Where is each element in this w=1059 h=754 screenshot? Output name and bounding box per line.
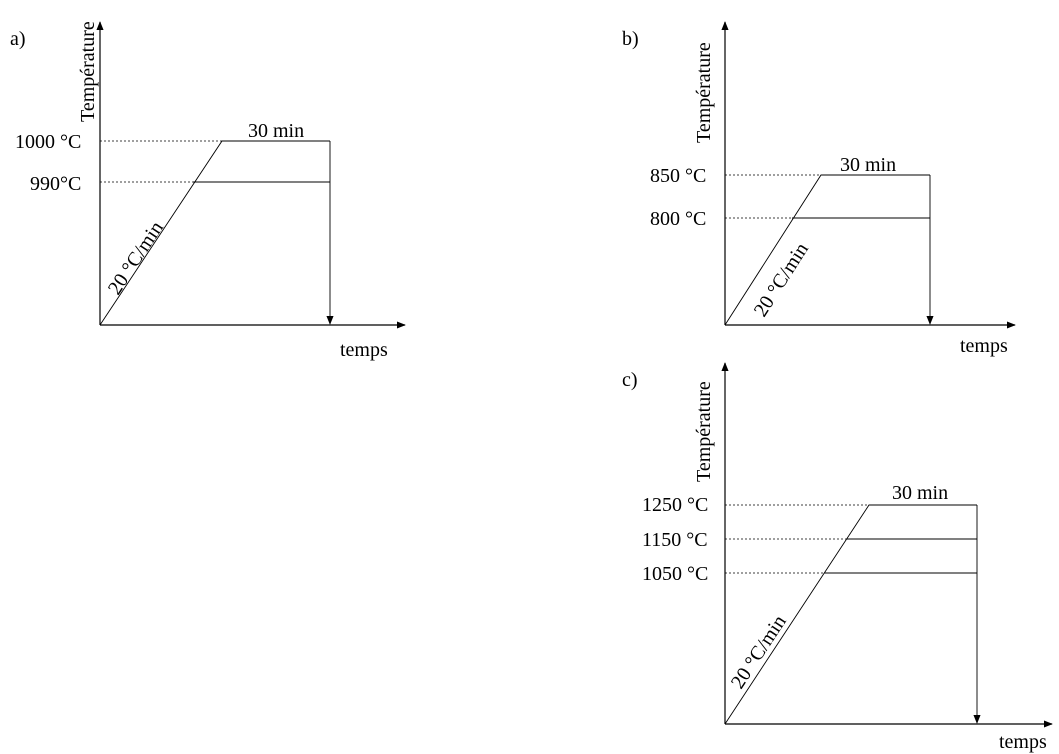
level-label-b-800: 800 °C: [650, 208, 706, 230]
level-label-c-1150: 1150 °C: [642, 529, 708, 551]
hold-label-b: 30 min: [840, 154, 896, 176]
panel-label-c: c): [622, 369, 638, 391]
hold-label-c: 30 min: [892, 482, 948, 504]
level-label-c-1250: 1250 °C: [642, 494, 708, 516]
y-axis-label-c: Température: [693, 381, 715, 482]
y-axis-label-b: Température: [693, 42, 715, 143]
y-axis-label-a: Température: [77, 21, 99, 122]
panel-label-a: a): [10, 28, 26, 50]
panel-label-b: b): [622, 28, 639, 50]
ramp-label-b: 20 °C/min: [750, 239, 813, 321]
diagram-a: a) Température temps 1000 °C 990°C 30 mi…: [10, 21, 406, 361]
heating-profile-a: [99, 140, 330, 326]
hold-label-a: 30 min: [248, 120, 304, 142]
diagram-c: c) Température temps 1250 °C 1150 °C 105…: [622, 362, 1053, 753]
level-label-a-1000: 1000 °C: [15, 131, 81, 153]
x-axis-label-a: temps: [340, 339, 388, 361]
level-label-a-990: 990°C: [30, 173, 81, 195]
diagram-b: b) Température temps 850 °C 800 °C 30 mi…: [622, 21, 1016, 357]
level-label-b-850: 850 °C: [650, 165, 706, 187]
ramp-label-a: 20 °C/min: [104, 217, 168, 298]
ramp-label-c: 20 °C/min: [727, 611, 791, 692]
heating-profile-b: [724, 174, 930, 326]
heating-profile-c: [724, 504, 977, 725]
level-label-c-1050: 1050 °C: [642, 563, 708, 585]
x-axis-label-c: temps: [999, 731, 1047, 753]
x-axis-label-b: temps: [960, 335, 1008, 357]
